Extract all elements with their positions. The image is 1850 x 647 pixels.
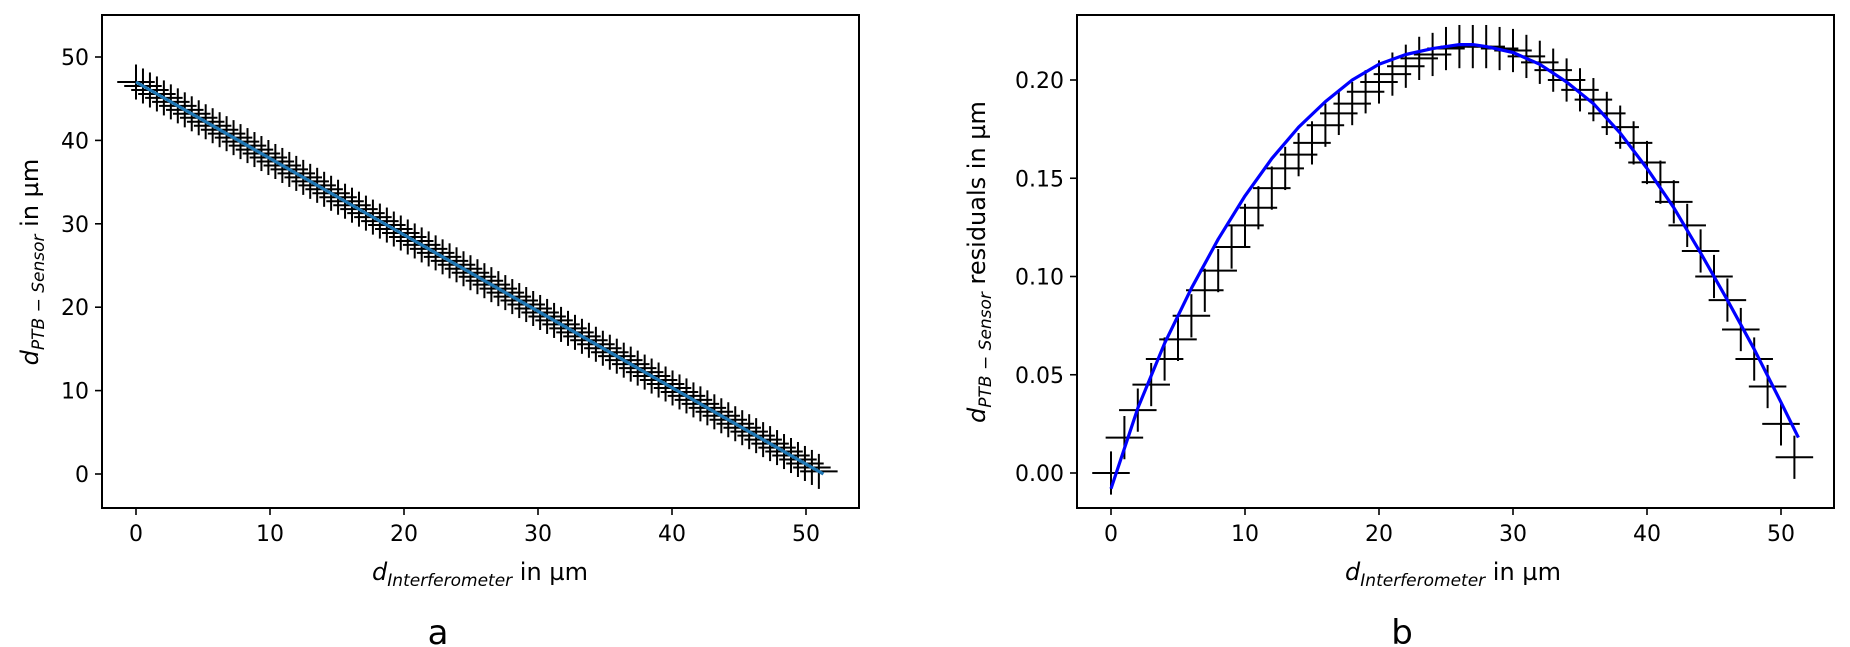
chart-a-y-axis: 0 10 20 30 40 50 [61,46,102,488]
x-tick-label: 50 [1767,522,1795,547]
chart-a-y-axis-label: dPTB − Sensor in µm [16,159,49,366]
chart-a-x-axis-label: dInterferometer in µm [372,558,588,591]
y-tick-label: 20 [61,296,89,321]
y-tick-label: 0.20 [1015,69,1064,94]
x-tick-label: 0 [129,522,143,547]
x-tick-label: 10 [256,522,284,547]
chart-a-plot-frame [101,14,860,509]
x-tick-label: 20 [1365,522,1393,547]
chart-a-data [117,64,838,489]
y-tick-label: 0 [75,463,89,488]
chart-b-x-axis: 0 10 20 30 40 50 [1104,508,1795,547]
x-tick-label: 30 [524,522,552,547]
x-tick-label: 40 [658,522,686,547]
chart-b-x-axis-label: dInterferometer in µm [1345,558,1561,591]
y-tick-label: 0.10 [1015,266,1064,291]
chart-b-plot-frame [1076,14,1835,509]
y-tick-label: 0.05 [1015,364,1064,389]
x-tick-label: 40 [1633,522,1661,547]
y-tick-label: 50 [61,46,89,71]
x-tick-label: 20 [390,522,418,547]
panel-a-caption: a [428,613,449,647]
chart-b-y-axis-label: dPTB − Sensor residuals in µm [963,101,996,423]
y-tick-label: 0.15 [1015,167,1064,192]
chart-b-data [1092,24,1814,495]
y-tick-label: 40 [61,129,89,154]
chart-panel-a: 0 10 20 30 40 50 0 10 20 30 40 50 dInterferometer … [16,14,860,647]
panel-b-caption: b [1391,613,1413,647]
x-tick-label: 10 [1231,522,1259,547]
chart-panel-b: 0 10 20 30 40 50 0.00 0.05 0.10 0.15 0.20 dInterf… [963,14,1835,647]
x-tick-label: 50 [792,522,820,547]
x-tick-label: 30 [1499,522,1527,547]
fit-line [1109,43,1800,490]
chart-a-x-axis: 0 10 20 30 40 50 [129,508,820,547]
fit-line [135,80,825,476]
y-tick-label: 0.00 [1015,462,1064,487]
x-tick-label: 0 [1104,522,1118,547]
y-tick-label: 10 [61,380,89,405]
y-tick-label: 30 [61,213,89,238]
chart-b-y-axis: 0.00 0.05 0.10 0.15 0.20 [1015,69,1077,487]
